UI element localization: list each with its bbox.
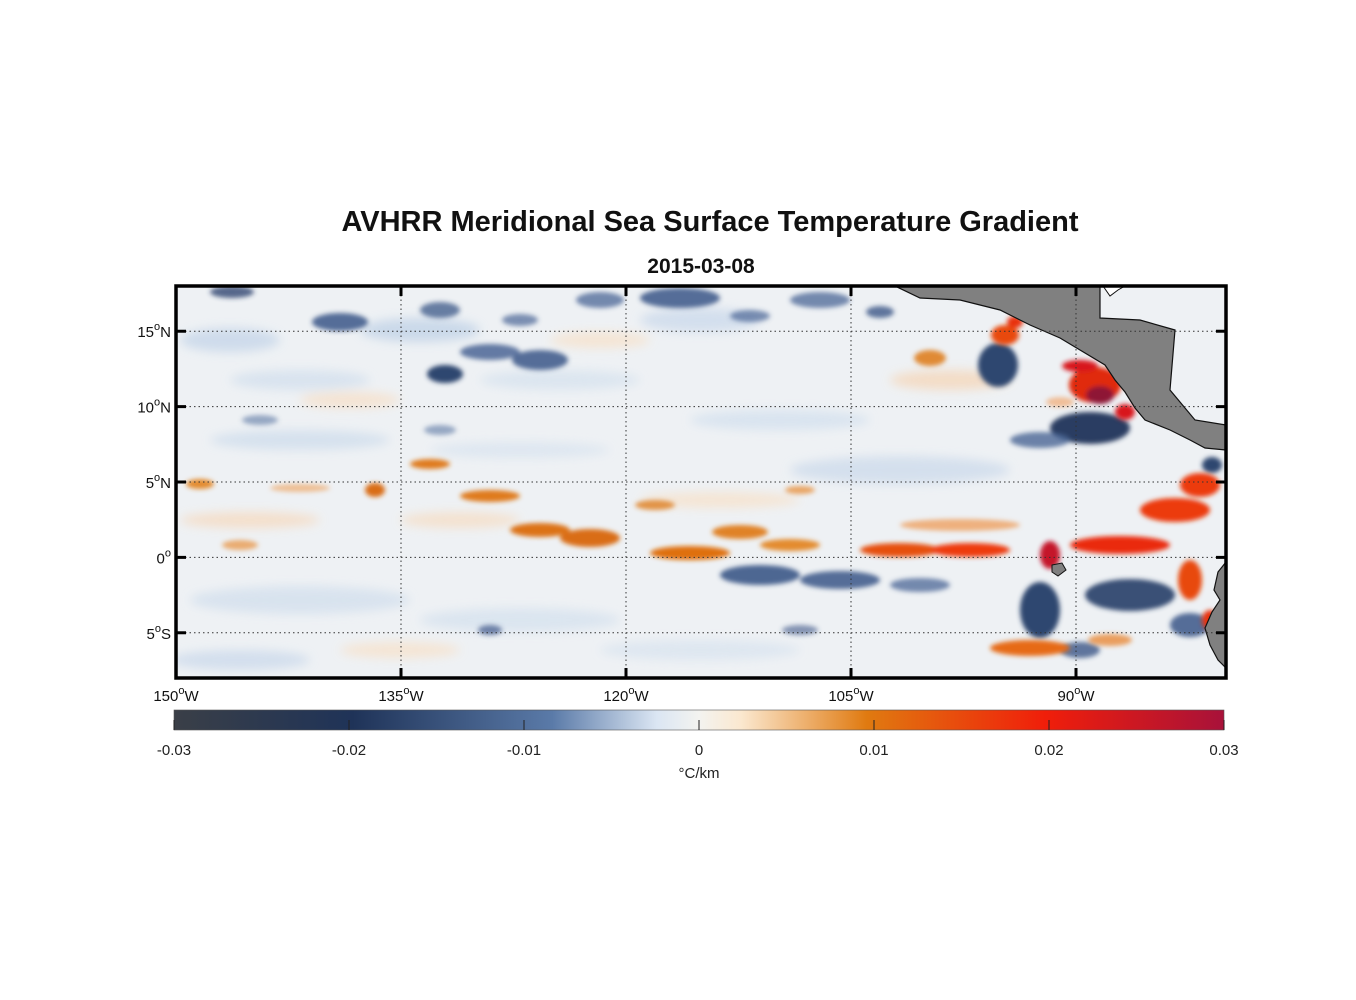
colorbar-tick-label: -0.01 — [507, 742, 541, 759]
colorbar-tick-label: 0 — [695, 742, 703, 759]
map-date: 2015-03-08 — [647, 255, 755, 278]
lat-tick-label: 5oN — [146, 472, 171, 492]
land-central-america — [894, 286, 1226, 451]
colorbar-unit-label: °C/km — [679, 765, 720, 782]
land-galapagos — [1051, 562, 1067, 577]
lon-tick-label: 105oW — [828, 685, 874, 705]
colorbar-tick-label: 0.01 — [859, 742, 888, 759]
longitude-ticks: 150oW 135oW 120oW 105oW 90oW — [153, 286, 1095, 705]
negative-gradient-patches — [210, 286, 1222, 658]
lat-tick-label: 10oN — [137, 397, 171, 417]
colorbar-tick-label: 0.03 — [1209, 742, 1238, 759]
lon-tick-label: 135oW — [378, 685, 424, 705]
lon-tick-label: 120oW — [603, 685, 649, 705]
colorbar-ticks: -0.03 -0.02 -0.01 0 0.01 0.02 0.03 — [157, 720, 1239, 759]
colorbar-tick-label: 0.02 — [1034, 742, 1063, 759]
lon-tick-label: 150oW — [153, 685, 199, 705]
sst-gradient-field — [176, 286, 1226, 678]
colorbar-tick-label: -0.03 — [157, 742, 191, 759]
lat-tick-label: 15oN — [137, 321, 171, 341]
map-title: AVHRR Meridional Sea Surface Temperature… — [341, 206, 1079, 238]
latitude-ticks: 15oN 10oN 5oN 0o 5oS — [137, 321, 1226, 643]
lat-tick-label: 5oS — [147, 623, 171, 643]
colorbar-tick-label: -0.02 — [332, 742, 366, 759]
positive-gradient-front — [186, 316, 1220, 656]
land-south-america — [1204, 561, 1226, 669]
lat-tick-label: 0o — [157, 547, 171, 567]
lon-tick-label: 90oW — [1058, 685, 1096, 705]
